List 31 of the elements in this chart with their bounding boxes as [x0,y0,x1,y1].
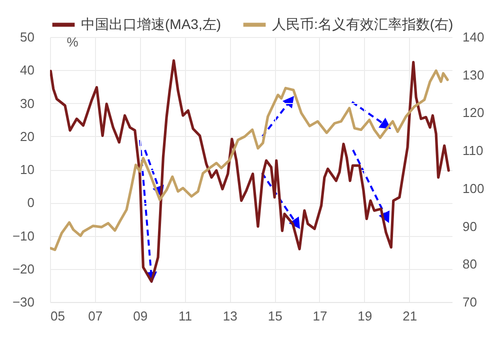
y-tick-label: 40 [20,62,34,78]
y-tick-label: 50 [20,30,34,44]
x-tick-label: 05 [50,308,65,324]
y2-tick-label: 70 [462,294,477,310]
y-tick-label: 20 [20,128,34,144]
line-series [50,69,449,252]
y2-tick-label: 110 [462,143,484,158]
y-tick-label: −20 [12,261,34,276]
x-tick-label: 13 [222,308,238,324]
legend-label: 人民币:名义有效汇率指数(右) [272,16,454,32]
y-tick-label: 30 [20,96,34,111]
y2-tick-label: 130 [462,67,484,82]
y2-tick-label: 100 [462,180,484,196]
legend-label: 中国出口增速(MA3,左) [81,16,221,32]
y-tick-label: −30 [12,294,34,310]
line-series [50,59,450,283]
y-tick-label: −10 [12,228,34,244]
y2-tick-label: 140 [462,30,484,44]
y-axis-title: % [66,34,79,50]
x-tick-label: 17 [312,308,328,324]
x-tick-label: 09 [133,308,148,324]
y-tick-label: 10 [20,162,34,177]
y2-tick-label: 80 [462,256,477,272]
x-tick-label: 19 [358,308,372,324]
y2-tick-label: 90 [462,218,477,234]
y2-tick-label: 120 [462,105,484,120]
x-tick-label: 11 [178,308,192,324]
x-tick-label: 07 [88,308,103,324]
x-tick-label: 15 [268,308,282,324]
x-tick-label: 21 [402,308,418,324]
y-tick-label: 0 [27,195,34,210]
